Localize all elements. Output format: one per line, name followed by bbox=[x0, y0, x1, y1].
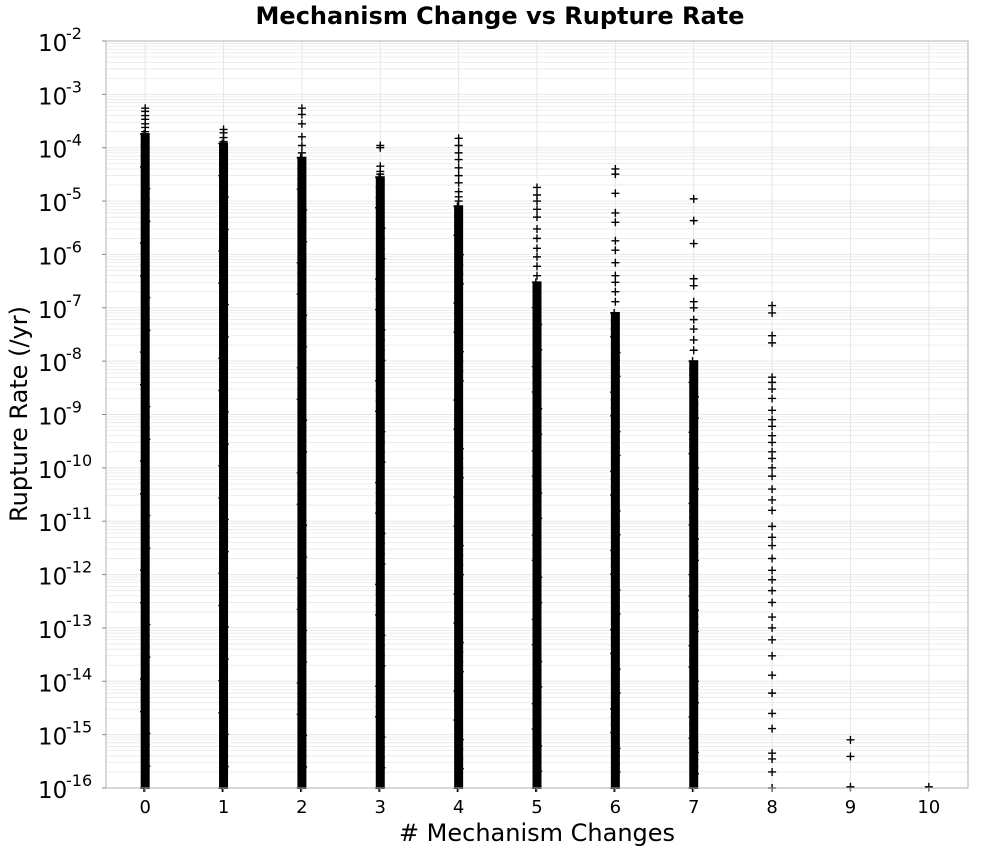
x-tick-label: 1 bbox=[218, 797, 229, 818]
y-tick-exponent: -16 bbox=[66, 771, 92, 790]
y-tick-exponent: -14 bbox=[66, 664, 92, 683]
y-tick-exponent: -8 bbox=[66, 344, 82, 363]
y-tick-exponent: -4 bbox=[66, 131, 82, 150]
y-tick-exponent: -13 bbox=[66, 611, 92, 630]
x-tick-label: 4 bbox=[453, 797, 464, 818]
y-tick-exponent: -11 bbox=[66, 504, 92, 523]
x-tick-label: 6 bbox=[610, 797, 621, 818]
y-tick-base: 10 bbox=[38, 244, 67, 270]
y-tick-base: 10 bbox=[38, 191, 67, 217]
y-tick-base: 10 bbox=[38, 351, 67, 377]
x-tick-label: 3 bbox=[375, 797, 386, 818]
y-tick-base: 10 bbox=[38, 725, 67, 751]
y-tick-exponent: -9 bbox=[66, 398, 82, 417]
y-tick-base: 10 bbox=[38, 84, 67, 110]
y-tick-base: 10 bbox=[38, 778, 67, 804]
y-tick-exponent: -3 bbox=[66, 77, 82, 96]
y-tick-base: 10 bbox=[38, 618, 67, 644]
x-tick-label: 10 bbox=[917, 797, 940, 818]
y-tick-base: 10 bbox=[38, 458, 67, 484]
x-tick-label: 0 bbox=[139, 797, 150, 818]
x-tick-label: 7 bbox=[688, 797, 699, 818]
y-tick-exponent: -2 bbox=[66, 24, 82, 43]
x-tick-label: 5 bbox=[531, 797, 542, 818]
y-tick-base: 10 bbox=[38, 405, 67, 431]
y-tick-exponent: -5 bbox=[66, 184, 82, 203]
x-axis-ticks: 0 1 2 3 4 5 6 7 8 9 10 bbox=[139, 797, 940, 818]
x-tick-label: 2 bbox=[296, 797, 307, 818]
y-tick-exponent: -15 bbox=[66, 718, 92, 737]
y-tick-base: 10 bbox=[38, 671, 67, 697]
scatter-plot: 0 1 2 3 4 5 6 7 8 9 10 10-210-310-410-510-610-710-… bbox=[0, 0, 1000, 850]
y-tick-exponent: -12 bbox=[66, 558, 92, 577]
y-tick-exponent: -10 bbox=[66, 451, 92, 470]
x-tick-label: 9 bbox=[845, 797, 856, 818]
y-tick-exponent: -6 bbox=[66, 237, 82, 256]
y-tick-base: 10 bbox=[38, 511, 67, 537]
y-tick-base: 10 bbox=[38, 298, 67, 324]
y-tick-base: 10 bbox=[38, 31, 67, 57]
y-tick-exponent: -7 bbox=[66, 291, 82, 310]
y-tick-base: 10 bbox=[38, 138, 67, 164]
x-tick-label: 8 bbox=[766, 797, 777, 818]
y-tick-base: 10 bbox=[38, 565, 67, 591]
